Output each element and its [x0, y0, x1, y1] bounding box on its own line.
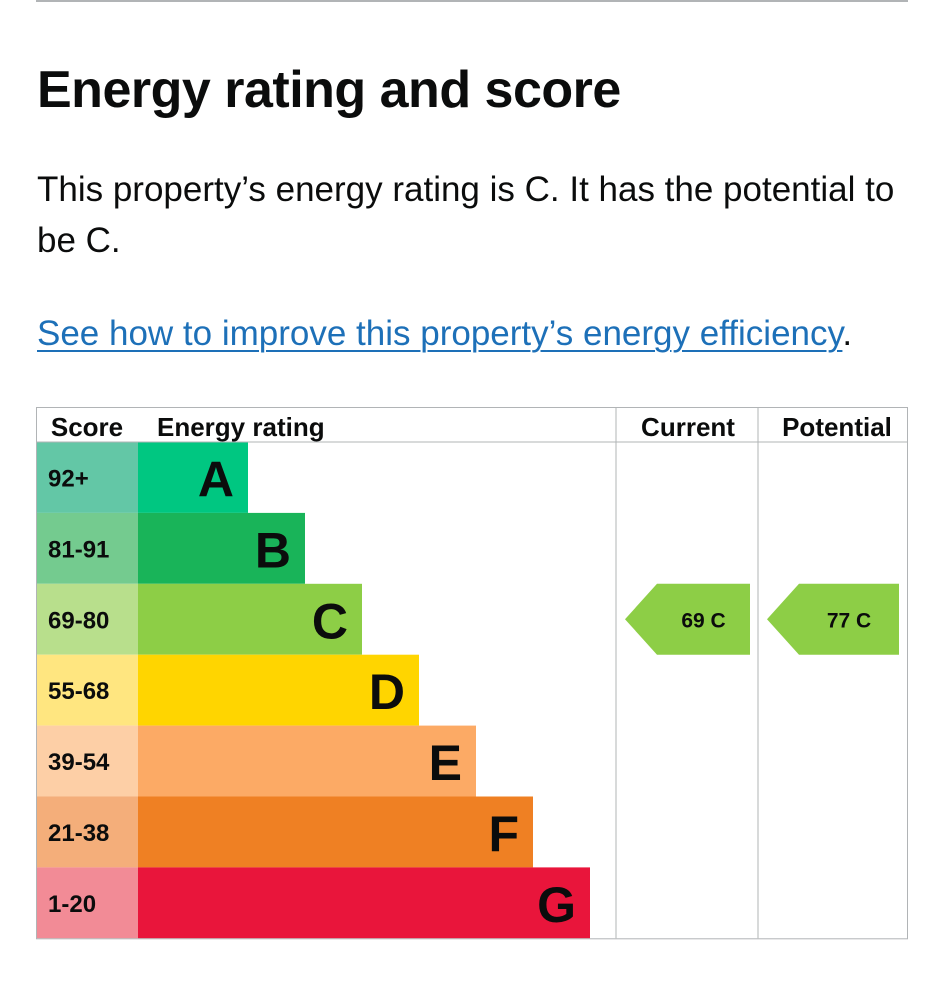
score-range-label-a: 92+ [48, 465, 89, 492]
rating-letter-f: F [488, 806, 519, 862]
rating-bar-e [138, 725, 476, 797]
rating-letter-a: A [198, 451, 234, 507]
rating-letter-e: E [429, 735, 462, 791]
rating-bar-c [138, 583, 362, 655]
improve-paragraph: See how to improve this property’s energ… [37, 308, 852, 359]
potential-rating-label: 77 C [827, 609, 871, 632]
potential-arrow [767, 583, 899, 655]
score-cell-f [36, 796, 138, 868]
rating-letter-d: D [369, 664, 405, 720]
energy-summary: This property’s energy rating is C. It h… [37, 170, 895, 260]
current-arrow [625, 583, 750, 655]
rating-bar-d [138, 654, 419, 726]
score-cell-e [36, 725, 138, 797]
score-cell-d [36, 654, 138, 726]
header-current: Current [641, 412, 735, 442]
rating-bar-b [138, 512, 305, 584]
score-range-label-c: 69-80 [48, 607, 109, 634]
score-range-label-e: 39-54 [48, 749, 110, 776]
score-range-label-g: 1-20 [48, 891, 96, 918]
current-rating-label: 69 C [681, 609, 725, 632]
chart-border [36, 407, 908, 940]
rating-bar-g [138, 867, 590, 939]
improve-efficiency-link[interactable]: See how to improve this property’s energ… [37, 314, 843, 353]
improve-link-period: . [842, 314, 853, 353]
rating-bar-a [138, 442, 248, 513]
header-score: Score [51, 412, 123, 442]
rating-arrows: 69 C 77 C [625, 583, 899, 655]
chart-bands: 92+ A 81-91 B 69-80 C 55-68 D 39-54 E 21-38 F 1-20 G [36, 442, 590, 939]
score-cell-c [36, 583, 138, 655]
chart-grid [36, 407, 908, 940]
top-divider [36, 0, 908, 2]
rating-bar-f [138, 796, 533, 868]
header-energy-rating: Energy rating [157, 412, 325, 442]
score-range-label-b: 81-91 [48, 536, 109, 563]
score-range-label-f: 21-38 [48, 820, 109, 847]
header-potential: Potential [782, 412, 892, 442]
score-cell-b [36, 512, 138, 584]
score-cell-g [36, 867, 138, 939]
score-range-label-d: 55-68 [48, 678, 109, 705]
rating-letter-b: B [255, 522, 291, 578]
page-title: Energy rating and score [37, 61, 621, 119]
rating-letter-c: C [312, 593, 348, 649]
rating-letter-g: G [537, 877, 576, 933]
score-cell-a [36, 442, 138, 513]
